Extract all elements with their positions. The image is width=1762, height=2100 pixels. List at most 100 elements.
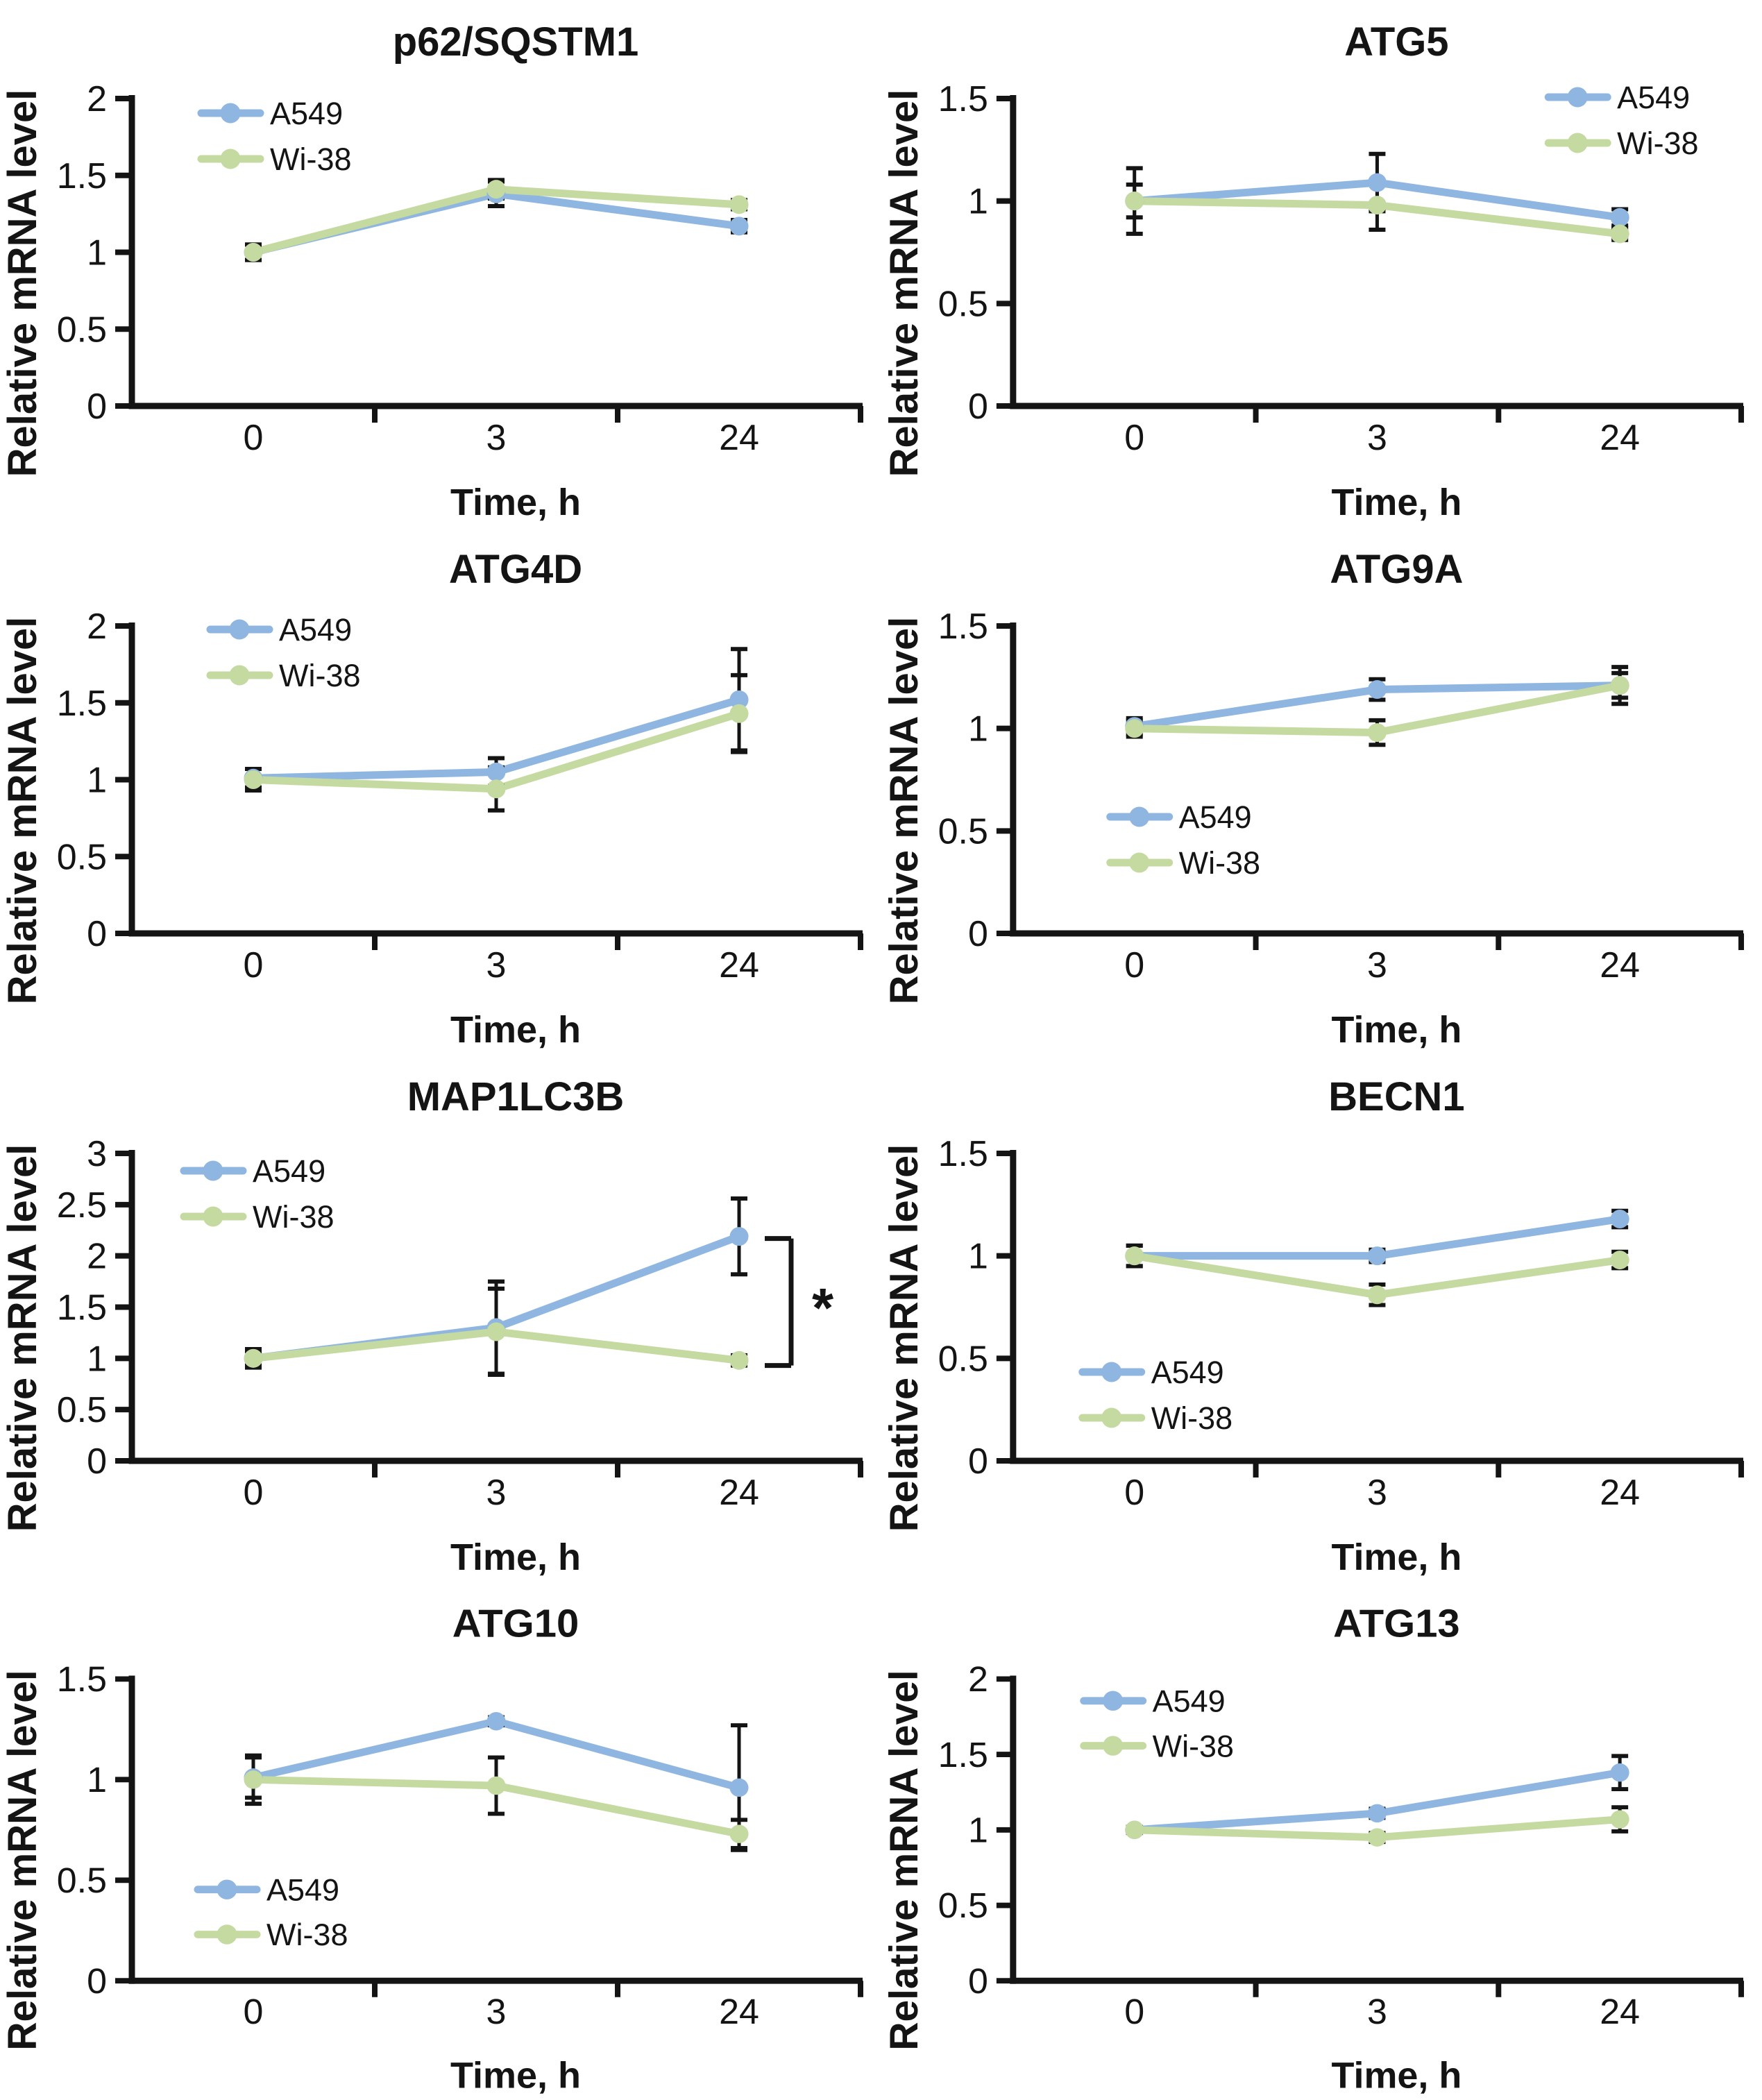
x-tick-label: 0 <box>244 418 264 458</box>
chart-title: p62/SQSTM1 <box>393 19 639 65</box>
chart-atg13: ATG13 Relative mRNA level 0 0.5 1 1.5 2 0 3 24 Tim… <box>882 1602 1745 2096</box>
x-tick-label: 3 <box>486 1473 507 1513</box>
y-tick-label: 1.5 <box>57 1659 107 1698</box>
y-tick-label: 0.5 <box>57 310 107 350</box>
data-point-marker <box>1125 1246 1144 1266</box>
data-point-marker <box>729 1778 749 1797</box>
x-tick-label: 0 <box>1124 945 1144 985</box>
y-tick-label: 1 <box>87 761 107 801</box>
x-axis-label: Time, h <box>450 1009 581 1051</box>
y-tick-label: 1 <box>968 1237 988 1277</box>
chart-title: ATG13 <box>1333 1602 1459 1645</box>
legend-marker <box>1101 1407 1122 1428</box>
y-tick-label: 1 <box>87 1759 107 1799</box>
legend-label: A549 <box>266 1874 339 1908</box>
legend-label: A549 <box>1151 1355 1224 1390</box>
legend-label: Wi-38 <box>1617 126 1698 161</box>
y-tick-label: 1.5 <box>57 156 107 196</box>
data-point-marker <box>729 1824 749 1843</box>
x-axis-label: Time, h <box>450 1536 581 1578</box>
data-point-marker <box>1610 208 1629 227</box>
y-axis-label: Relative mRNA level <box>882 90 926 477</box>
legend-item: A549 <box>180 1153 325 1189</box>
data-point-marker <box>1125 192 1144 211</box>
y-tick-label: 2 <box>87 1237 107 1277</box>
y-tick-label: 1 <box>968 1810 988 1849</box>
y-tick-label: 1.5 <box>938 1734 988 1774</box>
data-point-marker <box>244 1770 263 1789</box>
chart-p62-sqstm1: p62/SQSTM1 Relative mRNA level 0 0.5 1 1.5 2 0 3… <box>0 19 863 523</box>
y-axis-label: Relative mRNA level <box>0 90 45 477</box>
y-tick-label: 0 <box>87 1961 107 2000</box>
x-axis-label: Time, h <box>1331 1536 1462 1578</box>
x-axis-label: Time, h <box>450 2056 581 2096</box>
y-axis-label: Relative mRNA level <box>0 617 45 1005</box>
chart-atg10: ATG10 Relative mRNA level 0 0.5 1 1.5 0 3 24 Time… <box>1 1602 863 2096</box>
legend-marker <box>229 619 250 640</box>
y-tick-label: 1 <box>968 182 988 222</box>
y-tick-label: 2 <box>87 79 107 119</box>
legend-label: Wi-38 <box>1153 1730 1234 1764</box>
legend-label: Wi-38 <box>279 658 361 693</box>
data-point-marker <box>729 704 749 723</box>
chart-atg5: ATG5 Relative mRNA level 0 0.5 1 1.5 0 3 24 Time,… <box>882 20 1745 523</box>
data-point-marker <box>1610 1210 1629 1229</box>
legend-label: Wi-38 <box>253 1199 334 1235</box>
x-tick-label: 0 <box>244 1992 264 2031</box>
data-point-marker <box>486 1322 506 1341</box>
data-point-marker <box>486 762 506 781</box>
y-tick-label: 0.5 <box>938 811 988 852</box>
legend-item: Wi-38 <box>1106 845 1260 881</box>
legend-marker <box>203 1160 223 1181</box>
chart-atg9a: ATG9A Relative mRNA level 0 0.5 1 1.5 0 3 24 Time… <box>882 548 1745 1051</box>
chart-title: ATG10 <box>452 1602 579 1645</box>
legend-label: A549 <box>1153 1685 1226 1719</box>
chart-title: BECN1 <box>1328 1075 1464 1119</box>
data-point-marker <box>486 180 506 199</box>
legend-item: Wi-38 <box>1544 126 1699 161</box>
data-point-marker <box>1610 224 1629 244</box>
x-tick-label: 0 <box>244 945 264 985</box>
legend-marker <box>1103 1691 1124 1711</box>
chart-cell-atg4d: ATG4D Relative mRNA level 0 0.5 1 1.5 2 0 3 24 Tim… <box>0 527 881 1055</box>
y-tick-label: 0 <box>87 914 107 954</box>
y-tick-label: 1 <box>968 709 988 750</box>
significance-asterisk: * <box>812 1277 834 1339</box>
x-tick-label: 24 <box>719 1992 759 2031</box>
data-point-marker <box>486 1776 506 1795</box>
x-tick-label: 24 <box>719 1473 759 1513</box>
legend-label: A549 <box>1617 80 1690 115</box>
data-point-marker <box>729 1350 749 1370</box>
data-point-marker <box>1367 723 1387 743</box>
y-tick-label: 0.5 <box>57 1860 107 1899</box>
chart-cell-atg9a: ATG9A Relative mRNA level 0 0.5 1 1.5 0 3 24 Time… <box>881 527 1762 1055</box>
data-point-marker <box>1125 719 1144 738</box>
data-point-marker <box>729 690 749 709</box>
data-point-marker <box>1610 1763 1629 1782</box>
legend-item: Wi-38 <box>206 658 361 693</box>
data-point-marker <box>1610 1251 1629 1270</box>
x-axis-label: Time, h <box>1331 1009 1462 1051</box>
y-tick-label: 1 <box>87 1339 107 1379</box>
y-tick-label: 1.5 <box>57 684 107 724</box>
chart-cell-becn1: BECN1 Relative mRNA level 0 0.5 1 1.5 0 3 24 Time… <box>881 1055 1762 1582</box>
chart-title: MAP1LC3B <box>407 1074 625 1119</box>
y-tick-label: 0 <box>87 1441 107 1482</box>
chart-atg4d: ATG4D Relative mRNA level 0 0.5 1 1.5 2 0 3 24 Tim… <box>0 547 863 1051</box>
y-tick-label: 2 <box>968 1659 988 1698</box>
data-point-marker <box>244 770 263 789</box>
x-tick-label: 24 <box>1600 418 1640 458</box>
legend-item: A549 <box>1080 1685 1226 1719</box>
data-point-marker <box>1610 676 1629 695</box>
legend-item: A549 <box>1078 1355 1224 1390</box>
legend-label: A549 <box>1179 799 1252 835</box>
x-tick-label: 24 <box>1600 1991 1640 2031</box>
data-point-marker <box>1610 1810 1629 1829</box>
y-axis-label: Relative mRNA level <box>882 617 926 1005</box>
y-tick-label: 0 <box>968 1961 988 2000</box>
chart-cell-atg5: ATG5 Relative mRNA level 0 0.5 1 1.5 0 3 24 Time,… <box>881 0 1762 527</box>
x-tick-label: 3 <box>486 418 507 458</box>
chart-cell-atg13: ATG13 Relative mRNA level 0 0.5 1 1.5 2 0 3 24 Tim… <box>881 1582 1762 2100</box>
data-point-marker <box>244 1348 263 1368</box>
